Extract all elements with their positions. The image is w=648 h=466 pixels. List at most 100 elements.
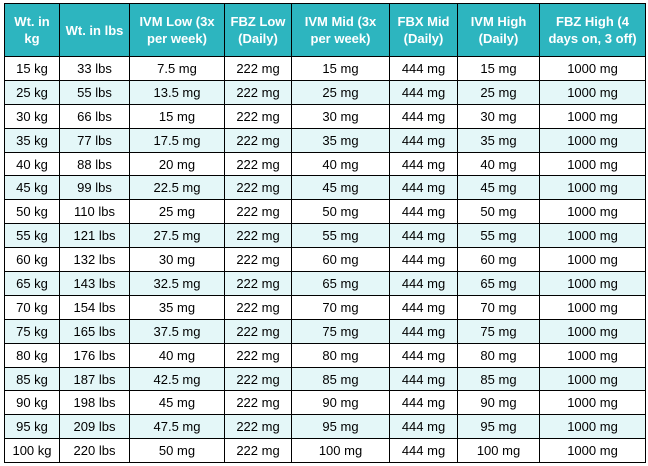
table-cell: 444 mg	[389, 127, 458, 153]
table-cell: 25 mg	[291, 79, 390, 105]
table-cell: 222 mg	[224, 342, 292, 368]
table-cell: 15 mg	[457, 56, 540, 81]
table-cell: 222 mg	[224, 79, 292, 105]
table-cell: 444 mg	[389, 223, 458, 249]
table-cell: 100 mg	[457, 438, 540, 464]
table-cell: 70 mg	[291, 294, 390, 320]
table-cell: 222 mg	[224, 247, 292, 273]
table-cell: 209 lbs	[59, 414, 130, 440]
header-cell: IVM Low (3x per week)	[129, 3, 225, 57]
table-row: 65 kg 143 lbs 32.5 mg 222 mg 65 mg 444 mg 65 m…	[4, 271, 646, 296]
header-cell: FBZ Low (Daily)	[224, 3, 292, 57]
table-cell: 85 kg	[4, 366, 60, 392]
table-cell: 444 mg	[389, 151, 458, 177]
table-cell: 15 mg	[291, 56, 390, 81]
table-cell: 110 lbs	[59, 199, 130, 225]
table-cell: 444 mg	[389, 56, 458, 81]
table-cell: 85 mg	[457, 366, 540, 392]
table-cell: 95 kg	[4, 414, 60, 440]
table-cell: 99 lbs	[59, 175, 130, 201]
table-cell: 1000 mg	[539, 79, 646, 105]
table-cell: 40 mg	[457, 151, 540, 177]
table-cell: 60 mg	[457, 247, 540, 273]
table-cell: 40 mg	[291, 151, 390, 177]
table-cell: 13.5 mg	[129, 79, 225, 105]
table-cell: 15 kg	[4, 56, 60, 81]
table-cell: 1000 mg	[539, 366, 646, 392]
table-cell: 17.5 mg	[129, 127, 225, 153]
table-cell: 7.5 mg	[129, 56, 225, 81]
table-cell: 1000 mg	[539, 342, 646, 368]
table-cell: 176 lbs	[59, 342, 130, 368]
table-cell: 88 lbs	[59, 151, 130, 177]
table-cell: 1000 mg	[539, 103, 646, 129]
table-row: 90 kg 198 lbs 45 mg 222 mg 90 mg 444 mg 90 mg 1…	[4, 390, 646, 416]
table-cell: 27.5 mg	[129, 223, 225, 249]
table-cell: 75 mg	[457, 318, 540, 344]
table-cell: 1000 mg	[539, 223, 646, 249]
table-cell: 45 mg	[129, 390, 225, 416]
table-cell: 22.5 mg	[129, 175, 225, 201]
table-cell: 143 lbs	[59, 271, 130, 296]
table-cell: 55 kg	[4, 223, 60, 249]
table-cell: 77 lbs	[59, 127, 130, 153]
table-row: 15 kg 33 lbs 7.5 mg 222 mg 15 mg 444 mg 15 mg 1…	[4, 56, 646, 81]
table-cell: 90 mg	[291, 390, 390, 416]
table-cell: 444 mg	[389, 103, 458, 129]
table-cell: 1000 mg	[539, 247, 646, 273]
table-cell: 35 mg	[457, 127, 540, 153]
table-cell: 1000 mg	[539, 271, 646, 296]
table-cell: 33 lbs	[59, 56, 130, 81]
table-cell: 66 lbs	[59, 103, 130, 129]
table-cell: 35 mg	[129, 294, 225, 320]
table-cell: 95 mg	[291, 414, 390, 440]
header-row: Wt. in kg Wt. in lbs IVM Low (3x per week)…	[4, 3, 646, 57]
table-row: 55 kg 121 lbs 27.5 mg 222 mg 55 mg 444 mg 55 m…	[4, 223, 646, 249]
table-cell: 1000 mg	[539, 175, 646, 201]
table-row: 100 kg 220 lbs 50 mg 222 mg 100 mg 444 mg 100 …	[4, 438, 646, 464]
table-cell: 444 mg	[389, 294, 458, 320]
table-row: 35 kg 77 lbs 17.5 mg 222 mg 35 mg 444 mg 35 mg…	[4, 127, 646, 153]
table-cell: 65 mg	[457, 271, 540, 296]
table-row: 30 kg 66 lbs 15 mg 222 mg 30 mg 444 mg 30 mg 10…	[4, 103, 646, 129]
table-cell: 55 mg	[291, 223, 390, 249]
table-cell: 90 kg	[4, 390, 60, 416]
table-cell: 60 mg	[291, 247, 390, 273]
table-cell: 45 mg	[291, 175, 390, 201]
table-cell: 50 mg	[129, 438, 225, 464]
table-cell: 45 mg	[457, 175, 540, 201]
table-cell: 65 kg	[4, 271, 60, 296]
table-row: 75 kg 165 lbs 37.5 mg 222 mg 75 mg 444 mg 75 m…	[4, 318, 646, 344]
table-cell: 30 mg	[291, 103, 390, 129]
table-cell: 1000 mg	[539, 438, 646, 464]
table-cell: 444 mg	[389, 318, 458, 344]
table-cell: 222 mg	[224, 366, 292, 392]
table-cell: 45 kg	[4, 175, 60, 201]
table-cell: 70 mg	[457, 294, 540, 320]
table-cell: 222 mg	[224, 271, 292, 296]
table-cell: 220 lbs	[59, 438, 130, 464]
table-cell: 1000 mg	[539, 318, 646, 344]
table-cell: 100 mg	[291, 438, 390, 464]
table-cell: 165 lbs	[59, 318, 130, 344]
table-cell: 444 mg	[389, 79, 458, 105]
table-cell: 222 mg	[224, 438, 292, 464]
table-cell: 80 kg	[4, 342, 60, 368]
table-cell: 75 kg	[4, 318, 60, 344]
table-cell: 70 kg	[4, 294, 60, 320]
table-cell: 222 mg	[224, 127, 292, 153]
table-cell: 222 mg	[224, 175, 292, 201]
table-cell: 80 mg	[457, 342, 540, 368]
table-row: 60 kg 132 lbs 30 mg 222 mg 60 mg 444 mg 60 mg 1…	[4, 247, 646, 273]
table-cell: 25 mg	[457, 79, 540, 105]
table-row: 85 kg 187 lbs 42.5 mg 222 mg 85 mg 444 mg 85 m…	[4, 366, 646, 392]
table-cell: 30 kg	[4, 103, 60, 129]
table-row: 70 kg 154 lbs 35 mg 222 mg 70 mg 444 mg 70 mg 1…	[4, 294, 646, 320]
table-cell: 222 mg	[224, 390, 292, 416]
table-cell: 90 mg	[457, 390, 540, 416]
table-cell: 222 mg	[224, 56, 292, 81]
table-cell: 1000 mg	[539, 414, 646, 440]
table-cell: 222 mg	[224, 414, 292, 440]
table-cell: 30 mg	[129, 247, 225, 273]
